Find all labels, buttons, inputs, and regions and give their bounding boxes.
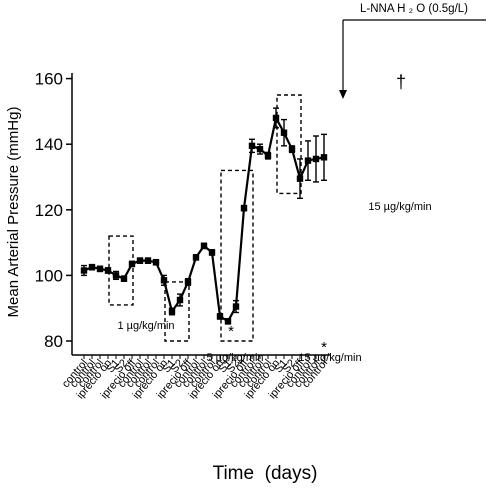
data-point [280, 129, 288, 136]
significance-marker: * [321, 339, 327, 356]
data-point [256, 145, 264, 153]
data-point [216, 313, 224, 320]
dose-boxes [108, 94, 302, 342]
y-tick-label: 80 [44, 332, 63, 351]
data-point [168, 308, 176, 315]
data-point [320, 154, 328, 161]
annotations: L-NNA H ₂ O (0.5g/L) 1 µg/kg/min 5 µg/kg/m… [117, 3, 486, 364]
data-point [296, 175, 304, 182]
data-point [96, 265, 104, 273]
significance-marker: † [396, 72, 406, 92]
error-bars [81, 107, 327, 325]
y-axis-label: Mean Arterial Pressure (mmHg) [5, 107, 22, 318]
data-point [192, 254, 200, 261]
dose-box [108, 235, 134, 306]
dose-label: 15 µg/kg/min [368, 201, 431, 213]
y-ticks: 80 100 120 140 160 [35, 70, 72, 351]
series-line [83, 114, 325, 323]
x-axis-label: Time (days) [213, 463, 318, 484]
data-point [248, 142, 256, 150]
data-point [144, 257, 152, 264]
data-point [288, 145, 296, 153]
data-point [312, 155, 320, 163]
treatment-arrow-head [339, 90, 347, 99]
data-point [104, 267, 112, 274]
y-tick-label: 100 [35, 266, 63, 285]
dose-box [164, 281, 190, 342]
data-point [264, 152, 272, 159]
data-point [136, 257, 144, 264]
y-tick-label: 160 [35, 70, 63, 89]
y-tick-label: 120 [35, 201, 63, 220]
dose-box [276, 94, 302, 195]
series [80, 114, 328, 325]
data-point [80, 267, 88, 274]
data-point [112, 272, 120, 279]
data-point [120, 275, 128, 282]
axes [71, 73, 330, 356]
data-point [304, 157, 312, 164]
dose-label: 5 µg/kg/min [206, 352, 263, 364]
dose-label: 15 µg/kg/min [298, 352, 361, 364]
dose-box [220, 169, 254, 342]
data-point [160, 277, 168, 284]
data-point [232, 303, 240, 310]
data-point [128, 260, 136, 268]
treatment-label: L-NNA H ₂ O (0.5g/L) [360, 3, 468, 15]
data-point [88, 264, 96, 271]
data-point [200, 242, 208, 250]
y-tick-label: 140 [35, 135, 63, 154]
data-point [224, 318, 232, 325]
data-point [184, 278, 192, 286]
significance-marker: * [228, 323, 234, 340]
data-point [176, 296, 184, 304]
dose-label: 1 µg/kg/min [117, 320, 174, 332]
data-point [152, 259, 160, 266]
data-point [240, 204, 248, 212]
data-point [272, 114, 280, 122]
data-point [208, 249, 216, 256]
